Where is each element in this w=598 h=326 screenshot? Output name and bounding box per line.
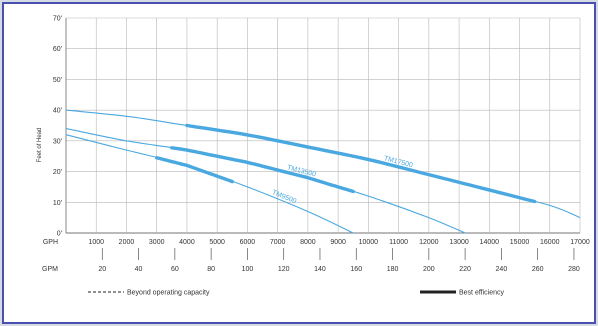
x-tick-label-gph: 8000: [300, 239, 316, 246]
series-line-tm17500: [65, 109, 581, 219]
best-efficiency-tm17500: [185, 123, 537, 204]
x-axis-gph: 1000 2000 3000 4000 5000 6000 7000 8000 9000 1000…: [43, 239, 590, 246]
y-tick-label: 20': [53, 169, 62, 176]
x2-tick-label-gpm: 20: [98, 266, 106, 273]
legend-label-best-efficiency: Best efficiency: [459, 290, 505, 297]
x2-tick-label-gpm: 180: [387, 266, 399, 273]
x2-tick-label-gpm: 60: [171, 266, 179, 273]
x2-tick-label-gpm: 220: [459, 266, 471, 273]
x-tick-label-gph: 15000: [510, 239, 530, 246]
x-unit-label-gph: GPH: [43, 239, 58, 246]
best-efficiency-tm13500: [170, 146, 355, 194]
x2-tick-label-gpm: 40: [135, 266, 143, 273]
y-tick-label: 50': [53, 77, 62, 84]
y-tick-label: 30': [53, 138, 62, 145]
x2-tick-label-gpm: 140: [314, 266, 326, 273]
x-tick-label-gph: 14000: [480, 239, 500, 246]
x-tick-label-gph: 2000: [119, 239, 135, 246]
x2-tick-label-gpm: 280: [568, 266, 580, 273]
y-tick-label: 10': [53, 200, 62, 207]
x-tick-label-gph: 6000: [240, 239, 256, 246]
x-tick-label-gph: 7000: [270, 239, 286, 246]
x-tick-label-gph: 1000: [88, 239, 104, 246]
x2-tick-label-gpm: 240: [496, 266, 508, 273]
y-axis-label: Feet of Head: [37, 128, 43, 163]
y-tick-label: 60': [53, 46, 62, 53]
series-line-tm13500: [65, 128, 466, 234]
y-tick-label: 40': [53, 108, 62, 115]
x-tick-label-gph: 9000: [330, 239, 346, 246]
y-axis: 0' 10' 20' 30' 40' 50' 60' 70': [53, 16, 62, 238]
x2-tick-label-gpm: 100: [242, 266, 254, 273]
y-tick-label: 0': [57, 231, 62, 238]
legend-label-beyond: Beyond operating capacity: [127, 290, 210, 297]
x2-tick-label-gpm: 260: [532, 266, 544, 273]
grid-lines: [65, 17, 581, 234]
series-lines: [65, 109, 581, 234]
x2-tick-label-gpm: 200: [423, 266, 435, 273]
x-tick-label-gph: 13000: [449, 239, 469, 246]
y-tick-label: 70': [53, 16, 62, 23]
x-tick-label-gph: 4000: [179, 239, 195, 246]
x-tick-label-gph: 16000: [540, 239, 560, 246]
x-tick-label-gph: 5000: [209, 239, 225, 246]
x-tick-label-gph: 12000: [419, 239, 439, 246]
best-efficiency-tm9500: [155, 156, 234, 184]
x2-tick-label-gpm: 160: [350, 266, 362, 273]
x2-unit-label-gpm: GPM: [42, 266, 58, 273]
x-tick-label-gph: 10000: [359, 239, 379, 246]
legend: Beyond operating capacity Best efficienc…: [88, 290, 505, 297]
x-tick-label-gph: 11000: [389, 239, 408, 246]
series-line-tm9500: [65, 134, 354, 234]
x-axis-gpm: 20 40 60 80 100 120 140 160 180 200 220 240 260 280 GP…: [42, 248, 580, 273]
x-tick-label-gph: 3000: [149, 239, 165, 246]
x-tick-label-gph: 17000: [570, 239, 590, 246]
series-label-tm9500: TM9500: [271, 189, 298, 205]
x2-tick-label-gpm: 80: [207, 266, 215, 273]
x2-tick-label-gpm: 120: [278, 266, 290, 273]
